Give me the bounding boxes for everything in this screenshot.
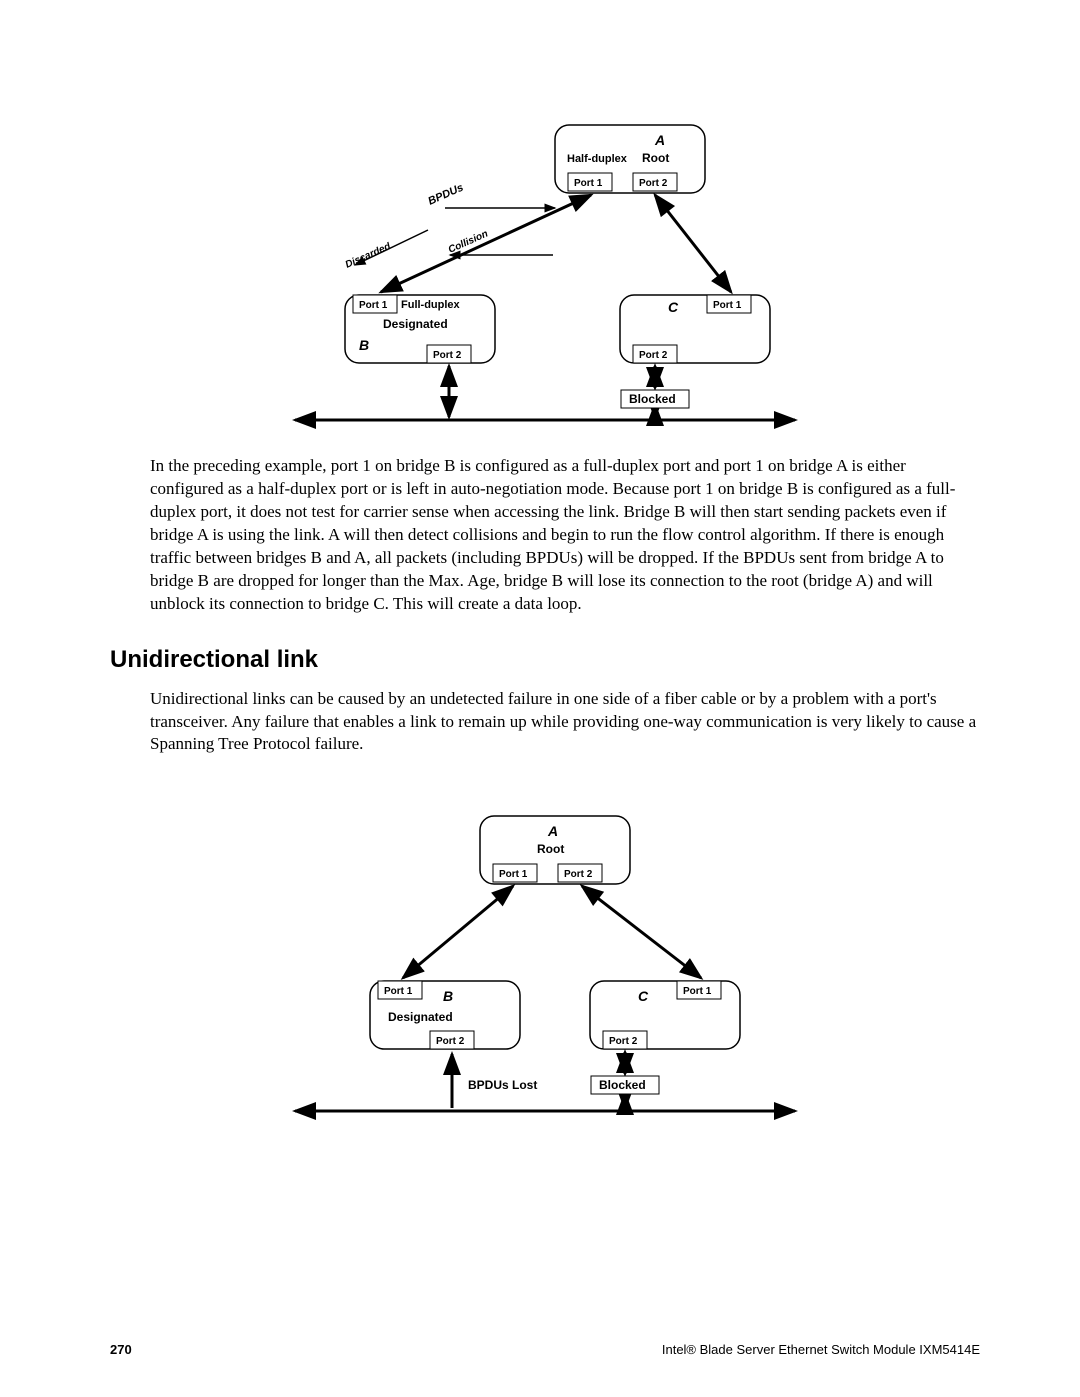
- page-number: 270: [110, 1342, 132, 1357]
- port-a22: Port 2: [564, 869, 593, 880]
- diagram-duplex-mismatch: A Root Half-duplex Port 1 Port 2 B Desig…: [110, 100, 980, 435]
- port-b2: Port 2: [433, 350, 462, 361]
- paragraph-2: Unidirectional links can be caused by an…: [150, 688, 980, 757]
- port-a21: Port 1: [499, 869, 528, 880]
- page-footer: 270 Intel® Blade Server Ethernet Switch …: [110, 1342, 980, 1357]
- node-a-label: A: [654, 132, 665, 148]
- port-c2: Port 2: [639, 350, 668, 361]
- node-b-full-duplex: Full-duplex: [401, 299, 461, 311]
- node-b2-label: B: [443, 988, 453, 1004]
- label-discarded: Discarded: [344, 241, 393, 271]
- node-a2-label: A: [547, 823, 558, 839]
- port-c21: Port 1: [683, 986, 712, 997]
- node-a-half-duplex: Half-duplex: [567, 153, 628, 165]
- port-a2: Port 2: [639, 178, 668, 189]
- node-b-designated: Designated: [383, 317, 448, 331]
- node-b-label: B: [359, 337, 369, 353]
- node-a2-root: Root: [537, 842, 564, 856]
- port-c22: Port 2: [609, 1036, 638, 1047]
- label-bpdus-lost: BPDUs Lost: [468, 1078, 537, 1092]
- node-c2-label: C: [638, 988, 649, 1004]
- doc-title: Intel® Blade Server Ethernet Switch Modu…: [662, 1342, 980, 1357]
- node-b2-designated: Designated: [388, 1010, 453, 1024]
- port-a1: Port 1: [574, 178, 603, 189]
- node-c-label: C: [668, 299, 679, 315]
- label-blocked-1: Blocked: [629, 392, 676, 406]
- port-b22: Port 2: [436, 1036, 465, 1047]
- paragraph-1: In the preceding example, port 1 on brid…: [150, 455, 980, 616]
- port-b1: Port 1: [359, 300, 388, 311]
- port-c1: Port 1: [713, 300, 742, 311]
- node-a-root: Root: [642, 151, 669, 165]
- heading-unidirectional-link: Unidirectional link: [110, 646, 980, 674]
- label-blocked-2: Blocked: [599, 1078, 646, 1092]
- label-bpdus: BPDUs: [426, 182, 465, 208]
- diagram-unidirectional: A Root Port 1 Port 2 B Designated Port 1…: [110, 796, 980, 1131]
- port-b21: Port 1: [384, 986, 413, 997]
- page: A Root Half-duplex Port 1 Port 2 B Desig…: [0, 0, 1080, 1397]
